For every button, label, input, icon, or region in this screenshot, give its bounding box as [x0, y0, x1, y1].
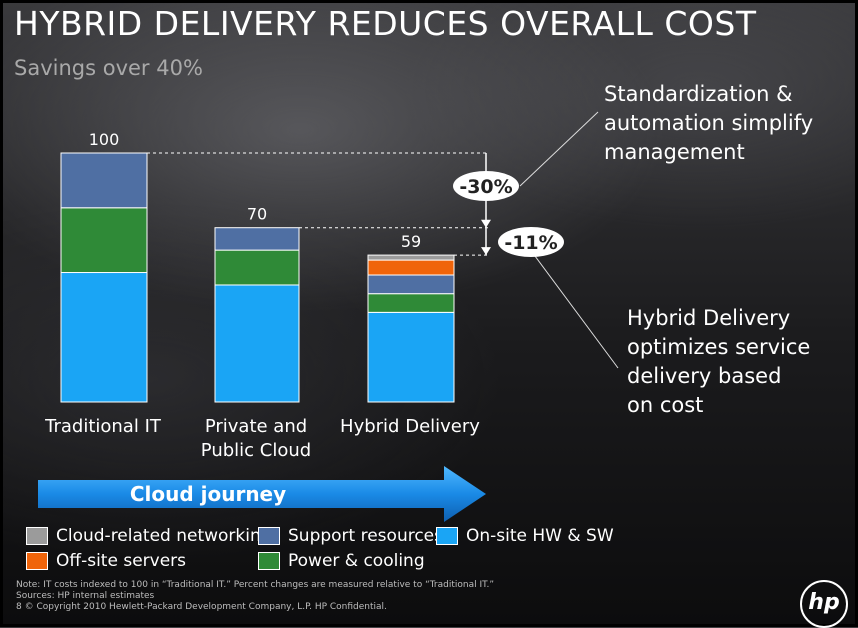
bar-segment-power-cooling-0	[60, 207, 148, 274]
slide-subtitle: Savings over 40%	[14, 56, 203, 80]
legend: Cloud-related networking Support resourc…	[26, 526, 626, 574]
callout-pointer-top	[519, 111, 599, 187]
percent-badge-label-0: -30%	[459, 176, 512, 198]
bar-segment-power-cooling-1	[214, 249, 300, 286]
hp-logo: hp	[800, 580, 848, 628]
category-label-traditional: Traditional IT	[45, 416, 161, 437]
footnote: Note: IT costs indexed to 100 in “Tradit…	[16, 580, 494, 613]
legend-item-cloud-networking: Cloud-related networking	[26, 526, 272, 546]
legend-label: On-site HW & SW	[466, 526, 614, 546]
bar-segment-power-cooling-2	[367, 293, 455, 313]
legend-item-support-resources: Support resources	[258, 526, 443, 546]
legend-item-power-cooling: Power & cooling	[258, 551, 425, 571]
legend-swatch	[258, 552, 280, 570]
bar-total-label-0: 100	[89, 130, 120, 149]
legend-swatch	[258, 527, 280, 545]
footnote-line-3: 8 © Copyright 2010 Hewlett-Packard Devel…	[16, 602, 387, 612]
legend-label: Power & cooling	[288, 551, 425, 571]
cloud-journey-arrow: Cloud journey	[38, 466, 488, 524]
percent-badge-1	[498, 227, 564, 257]
bar-segment-support-resources-0	[60, 152, 148, 209]
legend-label: Off-site servers	[56, 551, 187, 571]
percent-badge-label-1: -11%	[504, 232, 557, 254]
percent-badge-0	[453, 171, 519, 201]
callout-hybrid-delivery: Hybrid Delivery optimizes service delive…	[627, 306, 811, 417]
arrow-shape	[38, 466, 486, 522]
bar-segment-support-resources-1	[214, 227, 300, 251]
legend-item-offsite-servers: Off-site servers	[26, 551, 186, 571]
footnote-line-1: Note: IT costs indexed to 100 in “Tradit…	[16, 580, 495, 590]
bar-segment-cloud-related-networking-2	[367, 254, 455, 261]
category-label-hybrid: Hybrid Delivery	[340, 416, 480, 437]
legend-label: Support resources	[288, 526, 443, 546]
bar-segment-on-site-hw-sw-0	[60, 272, 148, 403]
legend-swatch	[26, 527, 48, 545]
legend-swatch	[26, 552, 48, 570]
bar-total-label-2: 59	[401, 232, 421, 251]
bar-total-label-1: 70	[247, 205, 267, 224]
legend-item-onsite-hw-sw: On-site HW & SW	[436, 526, 614, 546]
cloud-journey-label: Cloud journey	[129, 482, 287, 506]
bar-segment-off-site-servers-2	[367, 259, 455, 276]
slide-title: HYBRID DELIVERY REDUCES OVERALL COST	[14, 4, 757, 43]
footnote-line-2: Sources: HP internal estimates	[16, 591, 155, 601]
bar-segment-on-site-hw-sw-2	[367, 311, 455, 403]
arrow-head-1	[481, 247, 491, 256]
callout-standardization: Standardization & automation simplify ma…	[604, 82, 814, 164]
arrow-head-0	[481, 219, 491, 228]
callout-pointer-bottom	[531, 251, 619, 369]
category-label-private-public: Private and Public Cloud	[200, 416, 312, 461]
bar-segment-support-resources-2	[367, 274, 455, 295]
bar-segment-on-site-hw-sw-1	[214, 284, 300, 403]
legend-label: Cloud-related networking	[56, 526, 272, 546]
legend-swatch	[436, 527, 458, 545]
